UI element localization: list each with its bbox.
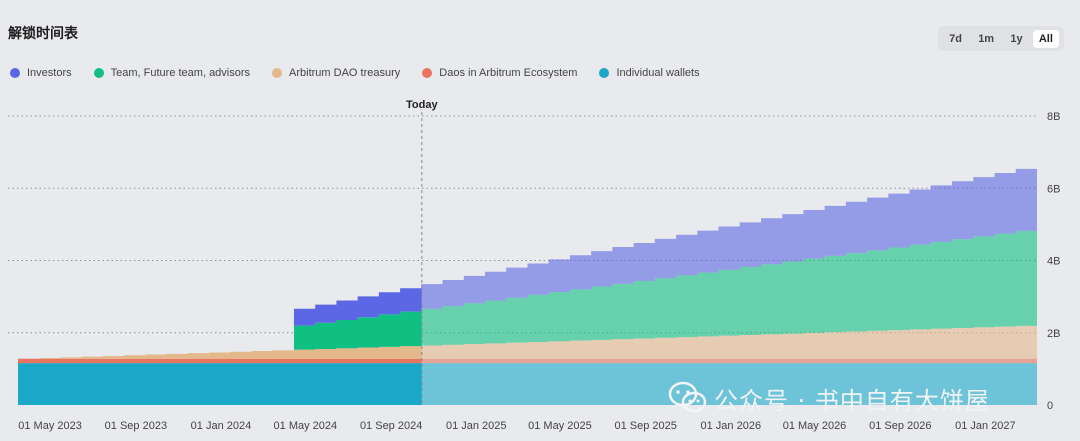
area-arbitrum-dao-treasury-projected xyxy=(421,325,1037,359)
time-range-selector: 7d 1m 1y All xyxy=(938,26,1064,51)
legend-label: Team, Future team, advisors xyxy=(110,67,251,79)
x-tick-label: 01 Sep 2025 xyxy=(615,420,677,432)
watermark-text: 公众号 · 书中自有大饼屋 xyxy=(714,386,990,415)
area-investors-projected xyxy=(421,168,1037,309)
legend-dot xyxy=(272,68,283,78)
today-label: Today xyxy=(406,99,438,111)
wechat-icon xyxy=(668,381,707,413)
area-individual-wallets-unlocked xyxy=(18,363,422,405)
legend-item-investors[interactable]: Investors xyxy=(10,67,72,79)
x-tick-label: 01 Jan 2026 xyxy=(701,420,762,432)
y-tick-label: 2B xyxy=(1047,328,1060,340)
legend-item-team[interactable]: Team, Future team, advisors xyxy=(93,67,251,79)
y-tick-label: 0 xyxy=(1047,400,1053,412)
legend-dot xyxy=(10,68,20,78)
range-1y-button[interactable]: 1y xyxy=(1010,32,1023,45)
range-7d-button[interactable]: 7d xyxy=(949,32,962,45)
range-all-button[interactable]: All xyxy=(1032,29,1059,48)
legend-label: Daos in Arbitrum Ecosystem xyxy=(439,67,578,79)
x-tick-label: 01 Sep 2026 xyxy=(869,420,931,432)
area-team-future-team-advisors-projected xyxy=(421,230,1037,346)
watermark: 公众号 · 书中自有大饼屋 xyxy=(668,380,990,416)
legend-label: Arbitrum DAO treasury xyxy=(289,67,401,79)
y-tick-label: 4B xyxy=(1047,256,1060,268)
x-tick-label: 01 May 2023 xyxy=(18,420,82,432)
y-tick-label: 6B xyxy=(1047,183,1060,195)
legend-item-dao-treasury[interactable]: Arbitrum DAO treasury xyxy=(272,67,400,79)
area-team-future-team-advisors-unlocked xyxy=(18,308,422,359)
area-individual-wallets-projected xyxy=(421,363,1037,405)
y-tick-label: 8B xyxy=(1047,111,1060,123)
x-tick-label: 01 May 2025 xyxy=(528,420,592,432)
x-tick-label: 01 Jan 2027 xyxy=(955,420,1016,432)
area-arbitrum-dao-treasury-unlocked xyxy=(18,345,422,359)
area-daos-in-arbitrum-ecosystem-unlocked xyxy=(18,358,422,364)
legend-item-individual-wallets[interactable]: Individual wallets xyxy=(599,67,700,79)
x-tick-label: 01 May 2026 xyxy=(783,420,847,432)
chart-legend: Investors Team, Future team, advisors Ar… xyxy=(10,67,722,79)
legend-item-daos-ecosystem[interactable]: Daos in Arbitrum Ecosystem xyxy=(422,67,577,79)
legend-dot xyxy=(93,68,104,78)
range-1m-button[interactable]: 1m xyxy=(978,32,995,45)
area-daos-in-arbitrum-ecosystem-projected xyxy=(421,358,1037,364)
legend-dot xyxy=(599,68,610,78)
page-title: 解锁时间表 xyxy=(8,26,78,42)
x-tick-label: 01 Jan 2024 xyxy=(191,420,252,432)
x-tick-label: 01 May 2024 xyxy=(274,420,338,432)
legend-label: Investors xyxy=(27,67,72,79)
legend-label: Individual wallets xyxy=(616,67,700,79)
x-tick-label: 01 Jan 2025 xyxy=(446,420,507,432)
x-tick-label: 01 Sep 2023 xyxy=(105,420,167,432)
legend-dot xyxy=(422,68,433,78)
x-tick-label: 01 Sep 2024 xyxy=(360,420,422,432)
